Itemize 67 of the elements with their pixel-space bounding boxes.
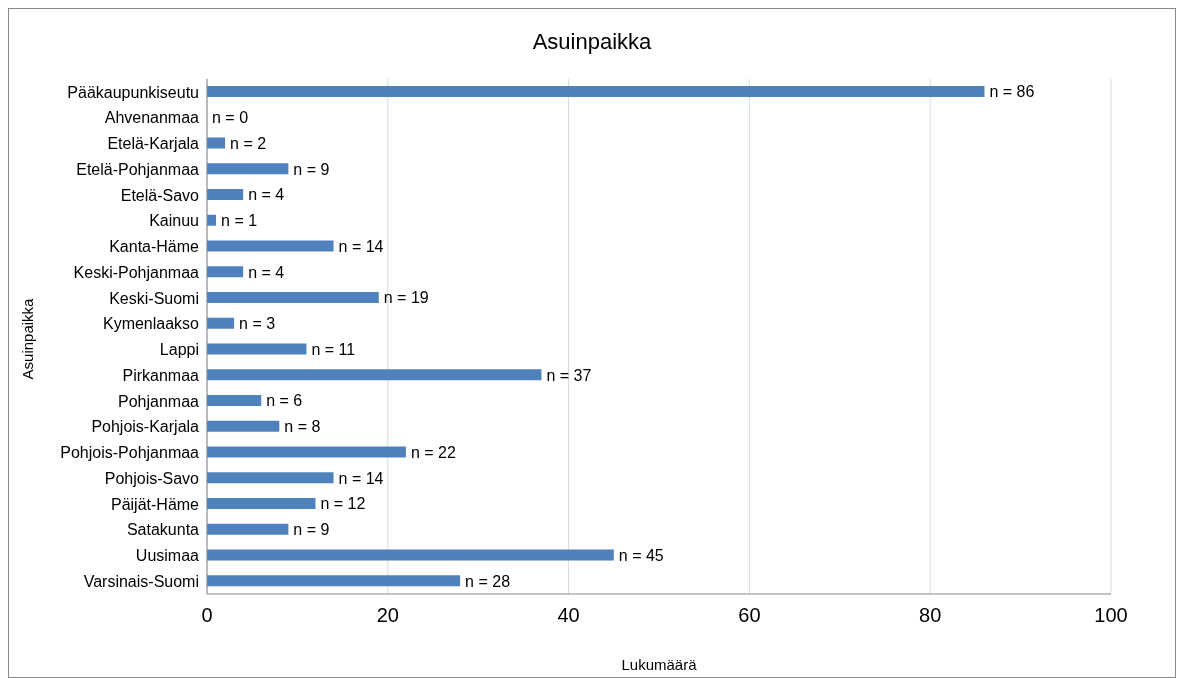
x-axis-title: Lukumäärä xyxy=(620,656,698,673)
y-tick-label: Pohjanmaa xyxy=(118,392,200,410)
data-label: n = 9 xyxy=(293,521,330,539)
x-tick-label: 80 xyxy=(919,604,942,627)
y-tick-label: Varsinais-Suomi xyxy=(83,572,199,590)
bar xyxy=(207,369,542,381)
bar xyxy=(207,343,307,355)
x-tick-label: 20 xyxy=(376,604,399,627)
x-tick-label: 0 xyxy=(201,604,213,627)
data-label: n = 2 xyxy=(230,134,267,152)
data-label: n = 19 xyxy=(383,289,429,307)
data-label: n = 11 xyxy=(311,340,356,358)
data-label: n = 1 xyxy=(221,212,258,230)
data-label: n = 37 xyxy=(546,366,592,384)
bar xyxy=(207,137,226,149)
data-label: n = 14 xyxy=(338,237,384,255)
y-tick-label: Pohjois-Karjala xyxy=(91,418,200,436)
data-label: n = 86 xyxy=(989,83,1035,101)
bar xyxy=(207,86,985,97)
bar xyxy=(207,420,280,432)
bar xyxy=(207,446,406,458)
bar xyxy=(207,266,244,278)
bar xyxy=(207,395,262,406)
y-tick-label: Pohjois-Savo xyxy=(104,469,200,487)
bar xyxy=(207,498,316,509)
data-label: n = 4 xyxy=(248,263,285,281)
x-tick-label: 40 xyxy=(557,604,580,627)
chart-title: Asuinpaikka xyxy=(531,29,653,55)
y-tick-label: Etelä-Karjala xyxy=(107,135,200,153)
data-label: n = 3 xyxy=(239,315,276,333)
y-axis-title: Asuinpaikka xyxy=(18,298,36,380)
x-tick-label: 100 xyxy=(1094,604,1128,627)
bar xyxy=(207,523,289,535)
x-tick-label: 60 xyxy=(738,604,761,627)
bar xyxy=(207,472,334,484)
data-label: n = 6 xyxy=(266,392,303,410)
data-label: n = 4 xyxy=(248,186,285,204)
y-tick-label: Pääkaupunkiseutu xyxy=(67,83,199,101)
data-label: n = 14 xyxy=(338,469,384,487)
y-tick-label: Etelä-Savo xyxy=(120,186,200,204)
y-tick-label: Satakunta xyxy=(126,521,200,539)
data-label: n = 22 xyxy=(410,443,456,461)
y-tick-label: Päijät-Häme xyxy=(110,495,200,513)
data-label: n = 9 xyxy=(293,160,330,178)
y-tick-label: Pirkanmaa xyxy=(122,366,200,384)
bar xyxy=(207,240,334,252)
y-tick-label: Kainuu xyxy=(149,212,199,230)
data-label: n = 12 xyxy=(320,495,366,513)
y-tick-label: Ahvenanmaa xyxy=(104,109,200,127)
y-tick-label: Keski-Suomi xyxy=(109,289,199,307)
y-tick-label: Keski-Pohjanmaa xyxy=(73,263,200,281)
y-tick-label: Kanta-Häme xyxy=(109,238,200,256)
bar xyxy=(207,317,235,329)
y-tick-label: Uusimaa xyxy=(135,547,200,565)
bar xyxy=(207,549,614,561)
bar xyxy=(207,575,461,587)
y-tick-label: Pohjois-Pohjanmaa xyxy=(60,444,200,462)
bar xyxy=(207,189,244,200)
data-label: n = 28 xyxy=(465,572,511,590)
y-tick-label: Lappi xyxy=(159,341,199,359)
data-label: n = 0 xyxy=(212,109,249,127)
y-tick-label: Kymenlaakso xyxy=(102,315,200,333)
bar xyxy=(207,163,289,175)
bar xyxy=(207,292,379,303)
data-label: n = 8 xyxy=(284,418,321,436)
y-tick-label: Etelä-Pohjanmaa xyxy=(76,160,200,178)
data-label: n = 45 xyxy=(618,546,664,564)
